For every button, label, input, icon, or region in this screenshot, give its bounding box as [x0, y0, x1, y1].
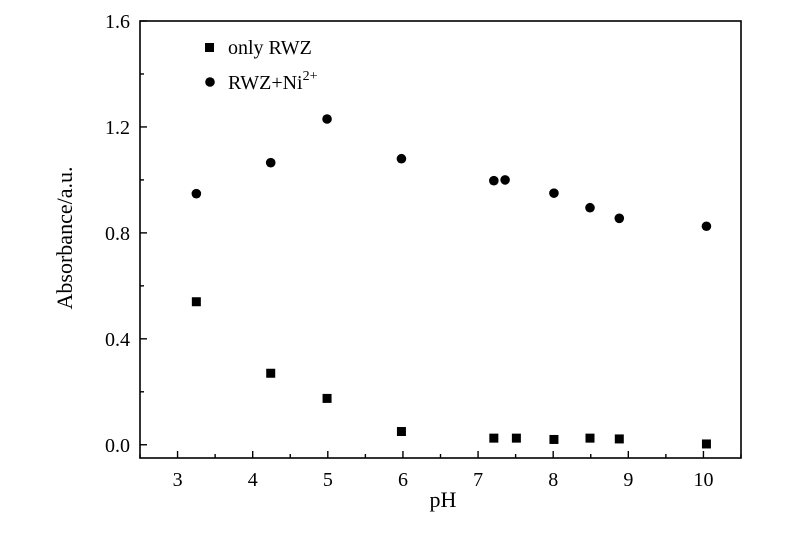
- legend-label-rwz-ni-main: RWZ+Ni: [228, 72, 303, 94]
- x-tick-label: 3: [173, 469, 183, 491]
- legend-label-only-rwz: only RWZ: [228, 37, 312, 59]
- x-tick-label: 10: [693, 469, 713, 491]
- point-only-rwz: [549, 434, 559, 444]
- point-only-rwz: [396, 427, 406, 437]
- point-rwz-ni: [585, 202, 595, 213]
- x-tick-label: 8: [548, 469, 558, 491]
- x-axis-label: pH: [430, 487, 457, 512]
- y-tick-label: 1.6: [105, 11, 130, 33]
- y-axis-label: Absorbance/a.u.: [52, 167, 77, 310]
- point-only-rwz: [322, 393, 332, 403]
- legend-label-rwz-ni-sup: 2+: [303, 69, 318, 84]
- legend-marker-only-rwz: [205, 43, 214, 52]
- y-axis: 0.0 0.4 0.8 1.2 1.6: [105, 11, 147, 457]
- point-rwz-ni: [701, 221, 712, 232]
- point-only-rwz: [511, 433, 521, 443]
- point-only-rwz: [191, 297, 201, 307]
- y-tick-label: 0.0: [105, 435, 130, 457]
- point-rwz-ni: [614, 213, 625, 224]
- x-tick-label: 9: [623, 469, 633, 491]
- legend-marker-rwz-ni: [205, 77, 215, 87]
- point-only-rwz: [614, 434, 624, 444]
- point-rwz-ni: [489, 175, 499, 186]
- legend: only RWZ RWZ+Ni2+: [205, 37, 318, 94]
- x-tick-label: 5: [323, 469, 333, 491]
- point-only-rwz: [489, 433, 499, 443]
- point-only-rwz: [585, 433, 595, 443]
- point-rwz-ni: [265, 157, 276, 168]
- y-tick-label: 1.2: [105, 117, 130, 139]
- y-tick-label: 0.8: [105, 223, 130, 245]
- point-rwz-ni: [396, 153, 407, 164]
- point-rwz-ni: [322, 114, 332, 124]
- point-only-rwz: [266, 368, 276, 378]
- point-rwz-ni: [549, 188, 559, 198]
- data-points: [191, 114, 712, 449]
- y-tick-label: 0.4: [105, 329, 130, 351]
- point-rwz-ni: [191, 188, 202, 199]
- point-only-rwz: [701, 439, 711, 449]
- point-rwz-ni: [500, 175, 510, 185]
- x-tick-label: 7: [473, 469, 483, 491]
- x-axis: 3 4 5 6 7 8 9 10: [139, 451, 742, 491]
- legend-label-rwz-ni: RWZ+Ni2+: [228, 69, 318, 94]
- x-tick-label: 6: [398, 469, 408, 491]
- x-tick-label: 4: [248, 469, 258, 491]
